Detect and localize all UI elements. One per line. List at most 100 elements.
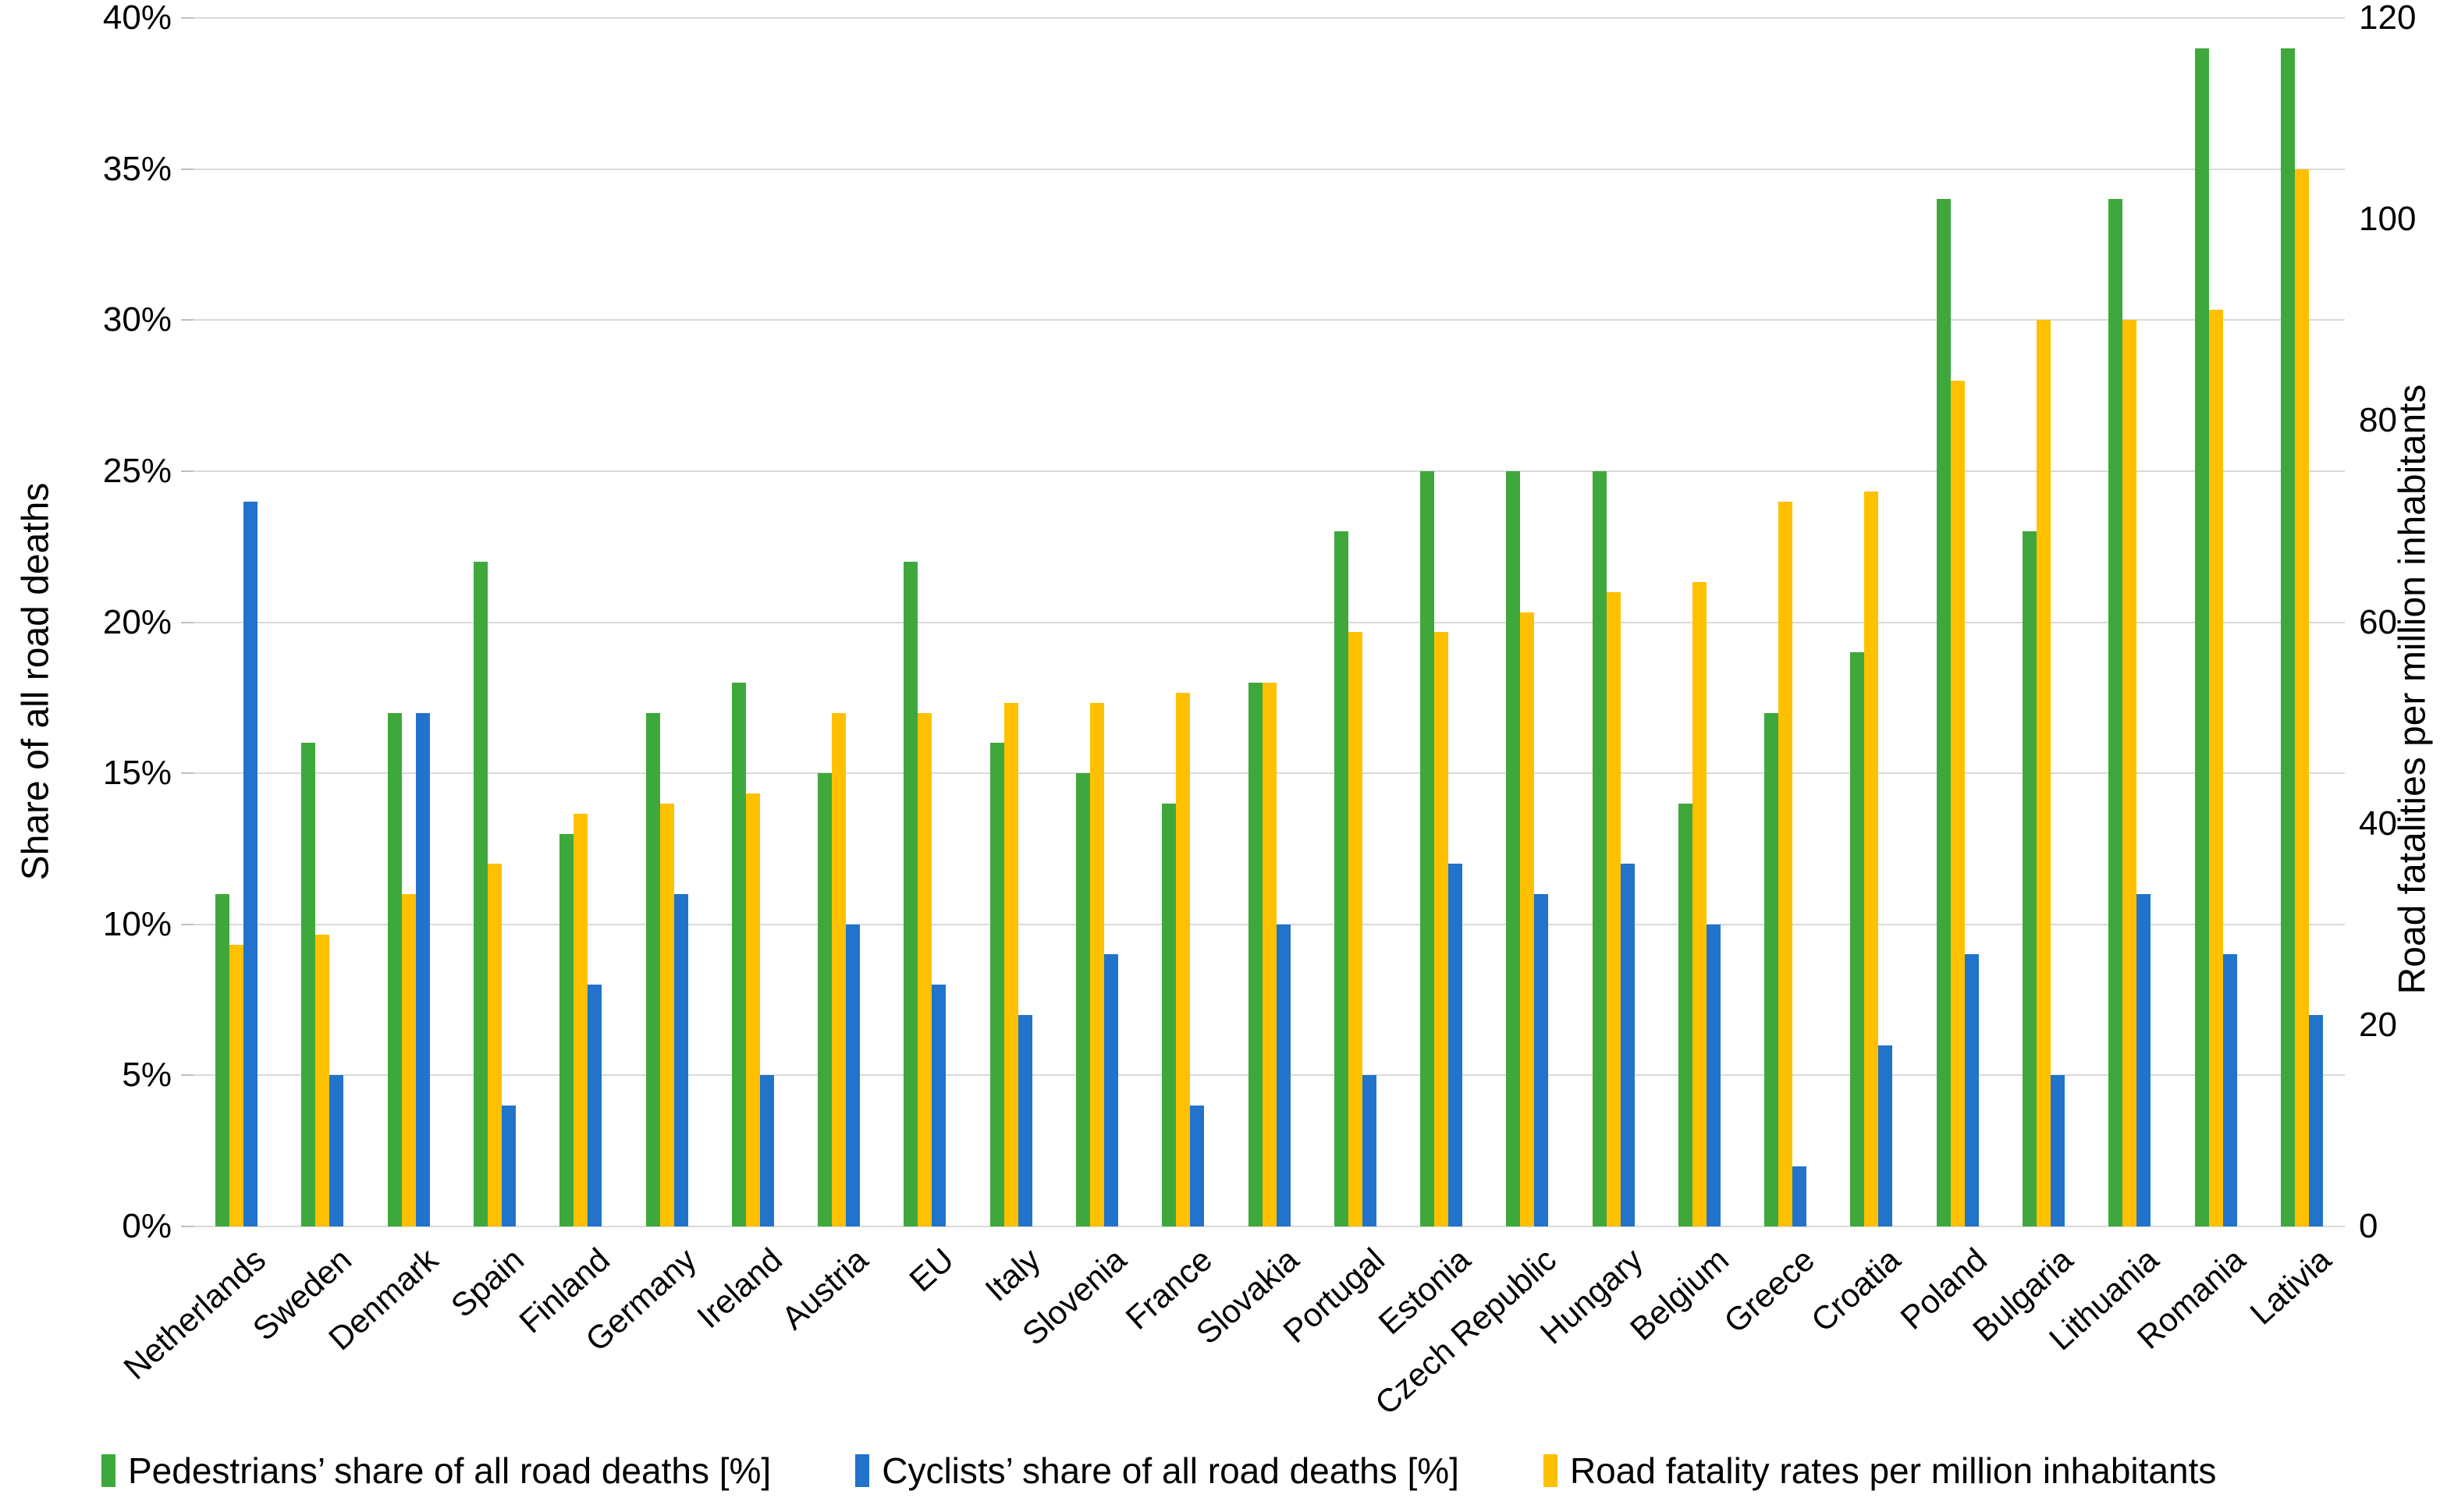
left-axis-tickmark — [181, 319, 194, 321]
bar-fatality_rates-portugal — [1348, 632, 1362, 1226]
bar-cyclists-netherlands — [243, 502, 258, 1226]
bar-fatality_rates-france — [1176, 693, 1191, 1226]
bar-pedestrians-spain — [473, 562, 488, 1226]
legend-item-cyclists: Cyclists’ share of all road deaths [%] — [855, 1450, 1459, 1492]
bar-pedestrians-hungary — [1592, 471, 1607, 1226]
bar-pedestrians-slovakia — [1248, 683, 1263, 1226]
bar-fatality_rates-slovenia — [1089, 703, 1104, 1226]
bar-cyclists-germany — [673, 894, 688, 1226]
gridline — [194, 470, 2345, 472]
bar-cyclists-romania — [2222, 954, 2237, 1226]
legend-marker-cyclists — [855, 1454, 870, 1487]
left-axis-tick-label: 20% — [102, 602, 172, 641]
right-axis-tick-label: 0 — [2359, 1207, 2378, 1245]
bar-cyclists-italy — [1018, 1015, 1032, 1226]
bar-pedestrians-austria — [818, 773, 833, 1226]
bar-cyclists-belgium — [1706, 925, 1721, 1226]
bar-cyclists-ireland — [759, 1075, 774, 1226]
bar-fatality_rates-croatia — [1864, 492, 1879, 1226]
x-axis-category-label: Netherlands — [116, 1240, 273, 1386]
x-axis-category-label: Greece — [1717, 1240, 1822, 1340]
bar-pedestrians-france — [1162, 804, 1177, 1226]
bar-cyclists-spain — [501, 1106, 516, 1226]
left-axis-tick-label: 40% — [102, 0, 172, 37]
bar-fatality_rates-slovakia — [1262, 683, 1277, 1226]
bar-fatality_rates-ireland — [745, 793, 760, 1226]
bar-fatality_rates-belgium — [1692, 582, 1707, 1226]
bar-fatality_rates-greece — [1778, 502, 1793, 1226]
bar-cyclists-denmark — [415, 713, 430, 1226]
bar-pedestrians-ireland — [731, 683, 746, 1226]
bar-pedestrians-lativia — [2280, 48, 2295, 1226]
bar-pedestrians-slovenia — [1075, 773, 1090, 1226]
bar-cyclists-greece — [1792, 1166, 1807, 1226]
bar-fatality_rates-hungary — [1606, 592, 1621, 1226]
x-axis-category-label: Croatia — [1804, 1240, 1908, 1340]
right-axis-tick-label: 40 — [2359, 804, 2397, 843]
right-axis-tick-label: 20 — [2359, 1005, 2397, 1044]
bar-cyclists-hungary — [1620, 864, 1635, 1226]
bar-cyclists-austria — [846, 925, 861, 1226]
legend-item-pedestrians: Pedestrians’ share of all road deaths [%… — [101, 1450, 771, 1492]
left-axis-tick-label: 15% — [102, 754, 172, 793]
bar-cyclists-france — [1190, 1106, 1205, 1226]
x-axis-category-label: Austria — [774, 1240, 875, 1336]
bar-cyclists-lativia — [2308, 1015, 2323, 1226]
bar-pedestrians-germany — [645, 713, 660, 1226]
bar-cyclists-poland — [1964, 954, 1979, 1226]
legend-marker-pedestrians — [101, 1454, 115, 1487]
left-axis-tick-label: 0% — [122, 1207, 172, 1245]
left-axis-tick-label: 5% — [122, 1056, 172, 1095]
x-axis-category-label: Italy — [978, 1240, 1047, 1308]
bar-fatality_rates-lativia — [2294, 169, 2309, 1226]
bar-pedestrians-romania — [2194, 48, 2209, 1226]
bar-fatality_rates-denmark — [401, 894, 416, 1226]
left-axis-tick-label: 30% — [102, 300, 172, 339]
bar-cyclists-estonia — [1448, 864, 1463, 1226]
left-axis-tickmark — [181, 923, 194, 925]
bar-fatality_rates-estonia — [1434, 632, 1449, 1226]
gridline — [194, 17, 2345, 19]
bar-fatality_rates-spain — [487, 864, 502, 1226]
gridline — [194, 168, 2345, 170]
legend-label: Road fatality rates per million inhabita… — [1569, 1450, 2217, 1491]
bar-pedestrians-bulgaria — [2023, 531, 2037, 1226]
plot-area — [194, 17, 2345, 1227]
bar-fatality_rates-bulgaria — [2037, 320, 2051, 1226]
legend-marker-fatality_rates — [1543, 1454, 1557, 1487]
bar-fatality_rates-italy — [1003, 703, 1018, 1226]
bar-cyclists-sweden — [329, 1075, 344, 1226]
left-axis-title: Share of all road deaths — [15, 482, 57, 881]
bar-fatality_rates-germany — [659, 804, 674, 1226]
gridline — [194, 1226, 2345, 1227]
bar-cyclists-slovenia — [1103, 954, 1118, 1226]
bar-fatality_rates-finland — [574, 814, 588, 1226]
right-axis-tick-label: 100 — [2359, 200, 2417, 239]
bar-pedestrians-sweden — [301, 743, 316, 1226]
bar-pedestrians-estonia — [1420, 471, 1435, 1226]
legend: Pedestrians’ share of all road deaths [%… — [101, 1450, 2403, 1492]
bar-fatality_rates-sweden — [315, 935, 330, 1226]
bar-fatality_rates-netherlands — [229, 945, 244, 1226]
x-axis-category-label: Lativia — [2243, 1240, 2338, 1332]
bar-fatality_rates-austria — [832, 713, 847, 1226]
bar-fatality_rates-poland — [1950, 381, 1965, 1226]
bar-cyclists-croatia — [1878, 1045, 1893, 1226]
bar-pedestrians-denmark — [387, 713, 402, 1226]
bar-cyclists-bulgaria — [2051, 1075, 2065, 1226]
legend-label: Pedestrians’ share of all road deaths [%… — [128, 1450, 772, 1491]
left-axis-tickmark — [181, 772, 194, 775]
right-axis-tick-label: 80 — [2359, 401, 2397, 440]
bar-pedestrians-eu — [904, 562, 918, 1226]
bar-pedestrians-croatia — [1850, 652, 1865, 1226]
x-axis-category-label: Ireland — [690, 1240, 789, 1336]
bar-fatality_rates-romania — [2208, 310, 2223, 1226]
right-axis-tick-label: 60 — [2359, 602, 2397, 641]
bar-pedestrians-greece — [1764, 713, 1779, 1226]
bar-cyclists-eu — [932, 985, 947, 1226]
bar-pedestrians-belgium — [1678, 804, 1692, 1226]
gridline — [194, 319, 2345, 321]
left-axis-tickmark — [181, 621, 194, 623]
bar-cyclists-portugal — [1362, 1075, 1376, 1226]
